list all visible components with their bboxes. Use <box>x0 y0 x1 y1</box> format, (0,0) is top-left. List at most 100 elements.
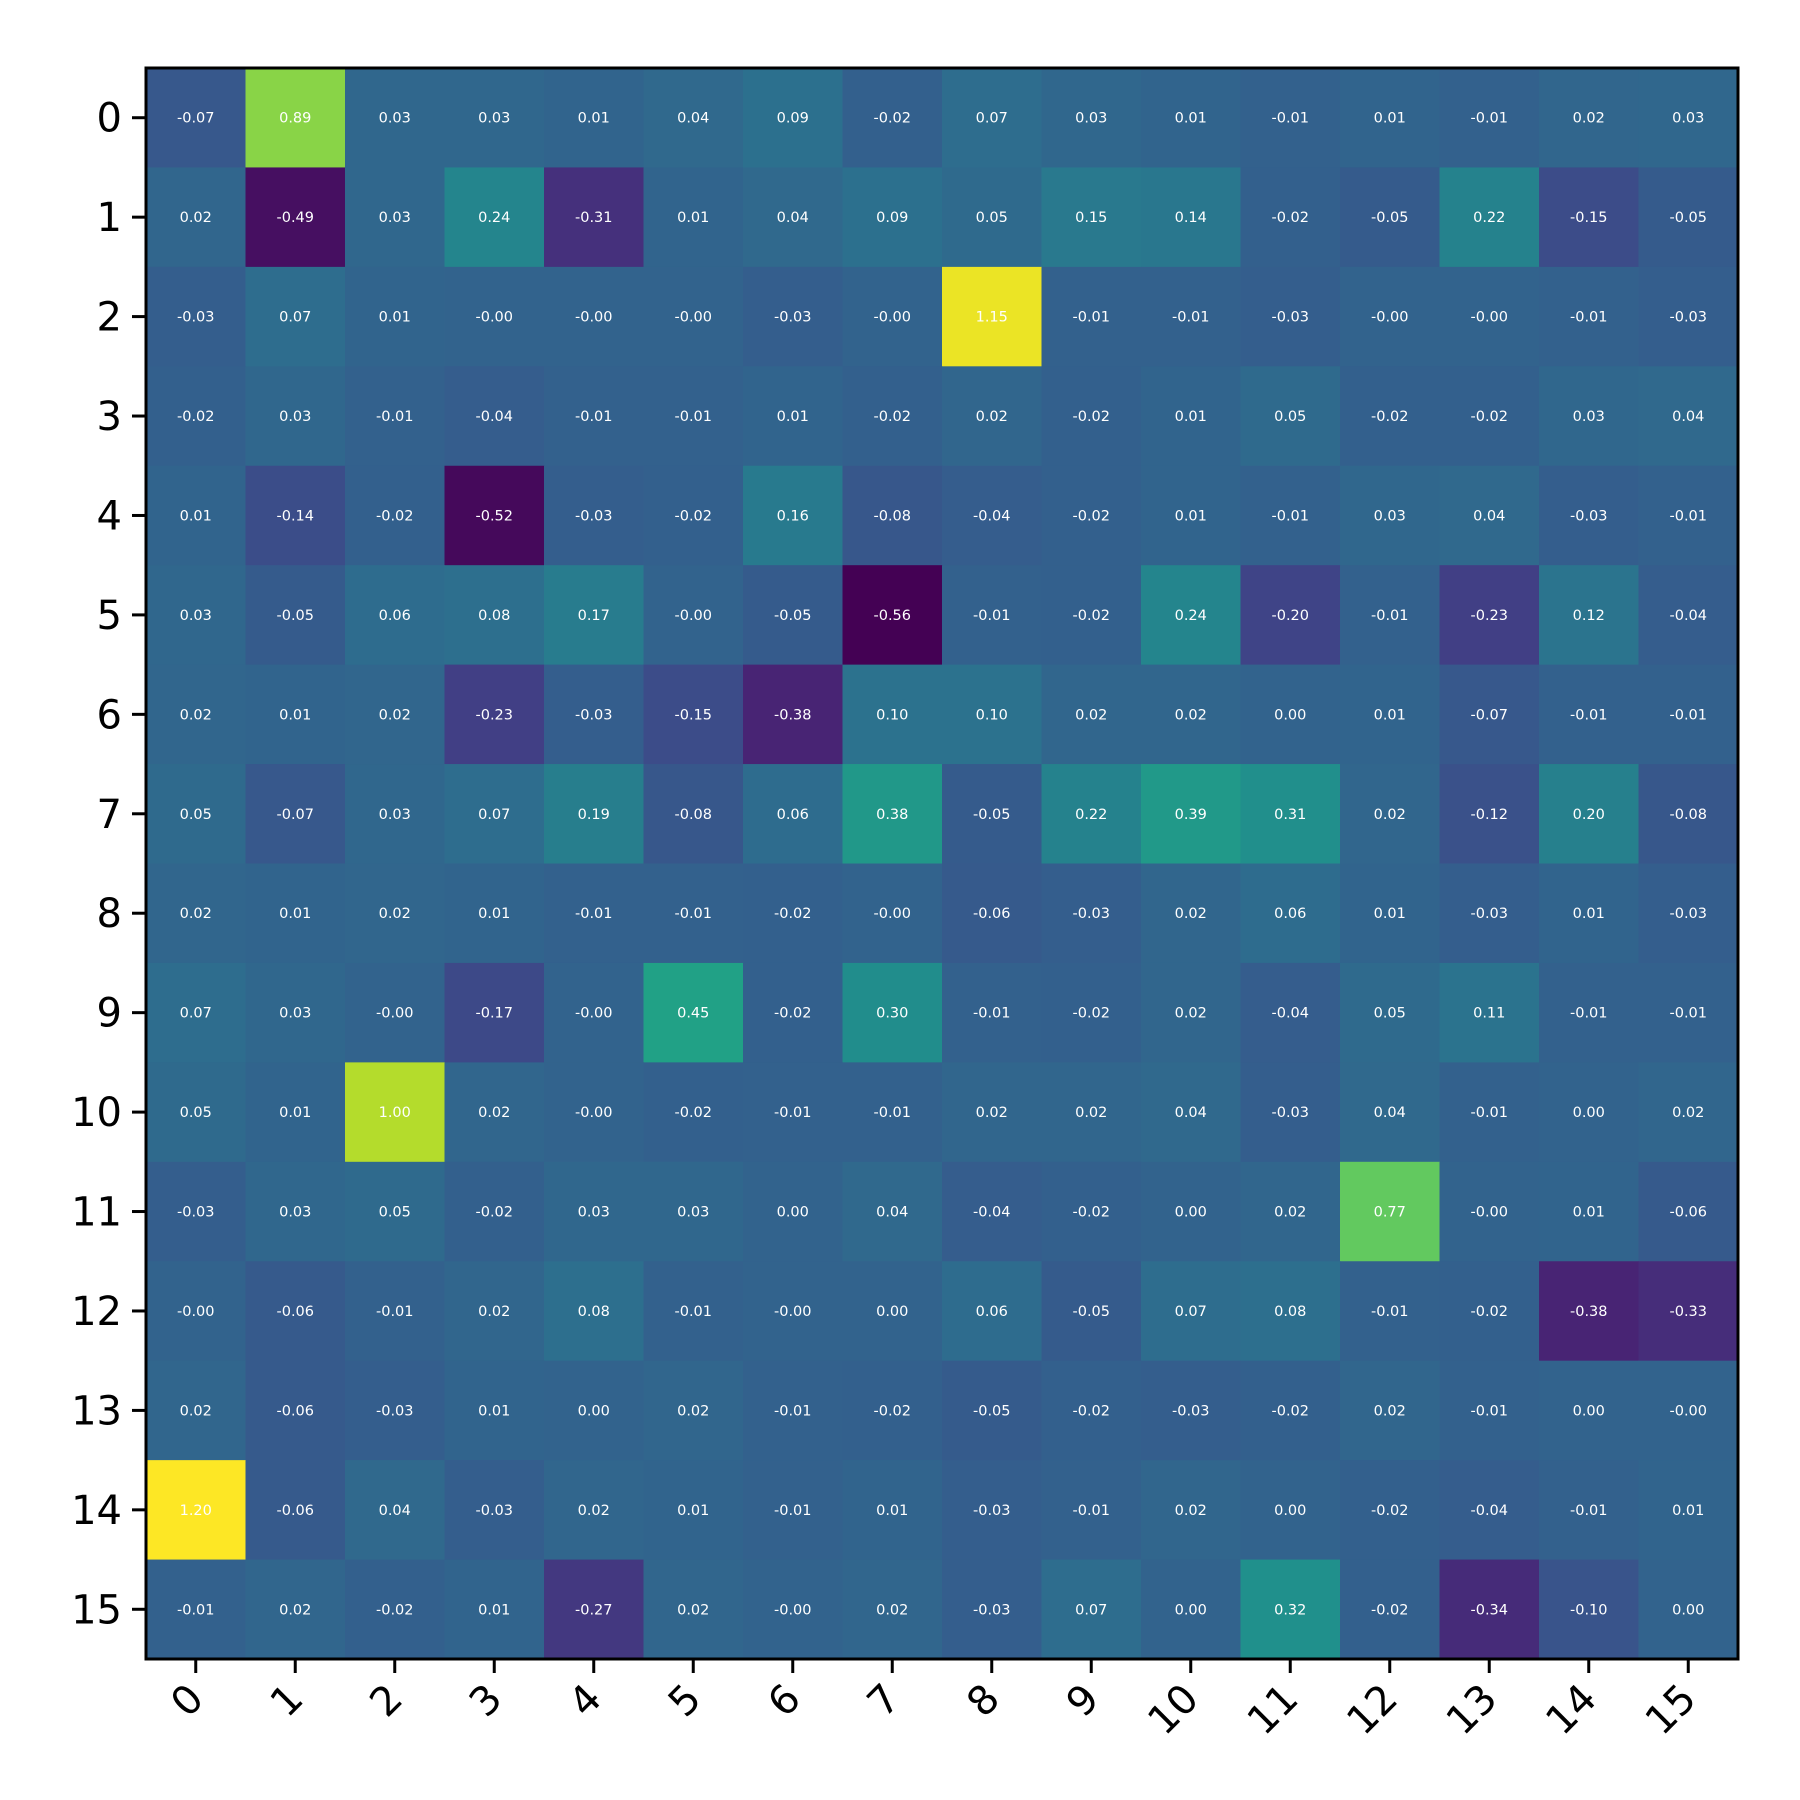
heatmap-cell-r3-c9 <box>1041 366 1142 467</box>
heatmap-cell-r5-c7 <box>842 565 943 666</box>
cell-value-label: -0.00 <box>1371 310 1409 326</box>
cell-value-label: 0.06 <box>976 1304 1008 1320</box>
cell-value-label: 0.02 <box>876 1602 908 1618</box>
cell-value-label: 0.04 <box>876 1205 908 1221</box>
heatmap-cell-r12-c10 <box>1141 1261 1241 1362</box>
heatmap-cell-r1-c8 <box>942 167 1042 268</box>
cell-value-label: -0.02 <box>376 508 414 524</box>
cell-value-label: -0.31 <box>575 210 613 226</box>
heatmap-cell-r0-c1 <box>245 68 346 168</box>
heatmap-cell-r1-c4 <box>544 167 644 268</box>
heatmap-cell-r13-c12 <box>1340 1360 1440 1461</box>
cell-value-label: -0.04 <box>1271 1006 1309 1022</box>
heatmap-cell-r15-c9 <box>1041 1559 1142 1660</box>
cell-value-label: -0.00 <box>674 608 712 624</box>
heatmap-cell-r7-c10 <box>1141 764 1241 864</box>
cell-value-label: 0.02 <box>1075 707 1107 723</box>
cell-value-label: 0.05 <box>379 1205 411 1221</box>
heatmap-cell-r13-c5 <box>643 1360 744 1461</box>
heatmap-cell-r15-c15 <box>1638 1559 1739 1660</box>
cell-value-label: -0.10 <box>1570 1602 1608 1618</box>
cell-value-label: 0.03 <box>1075 111 1107 127</box>
heatmap-cell-r15-c14 <box>1539 1559 1639 1660</box>
cell-value-label: 0.03 <box>379 807 411 823</box>
heatmap-cell-r11-c2 <box>345 1161 445 1262</box>
x-tick-label: 10 <box>1139 1676 1208 1745</box>
x-tick-label: 13 <box>1438 1676 1507 1745</box>
cell-value-label: 0.01 <box>1374 707 1406 723</box>
y-tick-label: 13 <box>71 1388 122 1434</box>
cell-value-label: 0.38 <box>876 807 908 823</box>
heatmap-cell-r1-c14 <box>1539 167 1639 268</box>
cell-value-label: 0.31 <box>1274 807 1306 823</box>
y-tick-label: 8 <box>97 891 122 937</box>
heatmap-cell-r8-c7 <box>842 863 943 964</box>
heatmap-cell-r13-c3 <box>444 1360 545 1461</box>
heatmap-cell-r15-c0 <box>146 1559 246 1660</box>
heatmap-cell-r13-c13 <box>1439 1360 1540 1461</box>
cell-value-label: -0.02 <box>1371 409 1409 425</box>
cell-value-label: 0.00 <box>1573 1403 1605 1419</box>
cell-value-label: -0.02 <box>1371 1503 1409 1519</box>
heatmap-cell-r0-c12 <box>1340 68 1440 168</box>
cell-value-label: 0.01 <box>677 210 709 226</box>
x-tick-label: 2 <box>361 1676 412 1727</box>
heatmap-cell-r9-c9 <box>1041 962 1142 1063</box>
cell-value-label: 0.03 <box>1573 409 1605 425</box>
heatmap-cell-r11-c15 <box>1638 1161 1739 1262</box>
cell-value-label: 0.19 <box>578 807 610 823</box>
heatmap-cell-r10-c12 <box>1340 1062 1440 1163</box>
heatmap-cell-r14-c14 <box>1539 1460 1639 1561</box>
heatmap-cell-r13-c14 <box>1539 1360 1639 1461</box>
cell-value-label: -0.00 <box>1669 1403 1707 1419</box>
heatmap-cell-r9-c3 <box>444 962 545 1063</box>
cell-value-label: 0.12 <box>1573 608 1605 624</box>
heatmap-cell-r9-c10 <box>1141 962 1241 1063</box>
heatmap-cell-r3-c2 <box>345 366 445 467</box>
heatmap-cell-r6-c4 <box>544 664 644 765</box>
cell-value-label: 0.00 <box>1175 1602 1207 1618</box>
heatmap-cell-r1-c3 <box>444 167 545 268</box>
heatmap-cell-r1-c15 <box>1638 167 1739 268</box>
heatmap-cell-r6-c13 <box>1439 664 1540 765</box>
cell-value-label: 0.01 <box>478 1403 510 1419</box>
heatmap-cell-r13-c9 <box>1041 1360 1142 1461</box>
cell-value-label: -0.05 <box>1072 1304 1110 1320</box>
heatmap-cell-r7-c0 <box>146 764 246 864</box>
cell-value-label: -0.08 <box>873 508 911 524</box>
cell-value-label: 0.06 <box>777 807 809 823</box>
heatmap-cell-r4-c1 <box>245 465 346 566</box>
cell-value-label: 0.03 <box>1374 508 1406 524</box>
heatmap-cell-r13-c7 <box>842 1360 943 1461</box>
cell-value-label: 0.02 <box>180 707 212 723</box>
heatmap-cell-r8-c12 <box>1340 863 1440 964</box>
heatmap-cell-r5-c1 <box>245 565 346 666</box>
cell-value-label: -0.01 <box>1570 310 1608 326</box>
heatmap-cell-r3-c10 <box>1141 366 1241 467</box>
cell-value-label: -0.02 <box>674 1105 712 1121</box>
cell-value-label: -0.02 <box>1072 1205 1110 1221</box>
heatmap-cell-r9-c14 <box>1539 962 1639 1063</box>
x-tick-label: 11 <box>1239 1676 1308 1745</box>
cell-value-label: 0.01 <box>1175 409 1207 425</box>
cell-value-label: -0.01 <box>973 1006 1011 1022</box>
heatmap-cell-r8-c5 <box>643 863 744 964</box>
cell-value-label: -0.03 <box>376 1403 414 1419</box>
heatmap-cell-r3-c6 <box>743 366 843 467</box>
heatmap-cell-r3-c7 <box>842 366 943 467</box>
cell-value-label: -0.02 <box>475 1205 513 1221</box>
heatmap-cell-r5-c11 <box>1240 565 1341 666</box>
cell-value-label: -0.03 <box>1570 508 1608 524</box>
heatmap-cell-r12-c14 <box>1539 1261 1639 1362</box>
heatmap-cell-r2-c3 <box>444 266 545 367</box>
heatmap-cell-r6-c10 <box>1141 664 1241 765</box>
cell-value-label: -0.03 <box>973 1602 1011 1618</box>
cell-value-label: 0.01 <box>379 310 411 326</box>
cell-value-label: 0.02 <box>1075 1105 1107 1121</box>
heatmap-cell-r6-c3 <box>444 664 545 765</box>
cell-value-label: 0.00 <box>1274 1503 1306 1519</box>
heatmap-cell-r13-c10 <box>1141 1360 1241 1461</box>
heatmap-cell-r1-c1 <box>245 167 346 268</box>
heatmap-cell-r4-c8 <box>942 465 1042 566</box>
heatmap-cell-r11-c12 <box>1340 1161 1440 1262</box>
